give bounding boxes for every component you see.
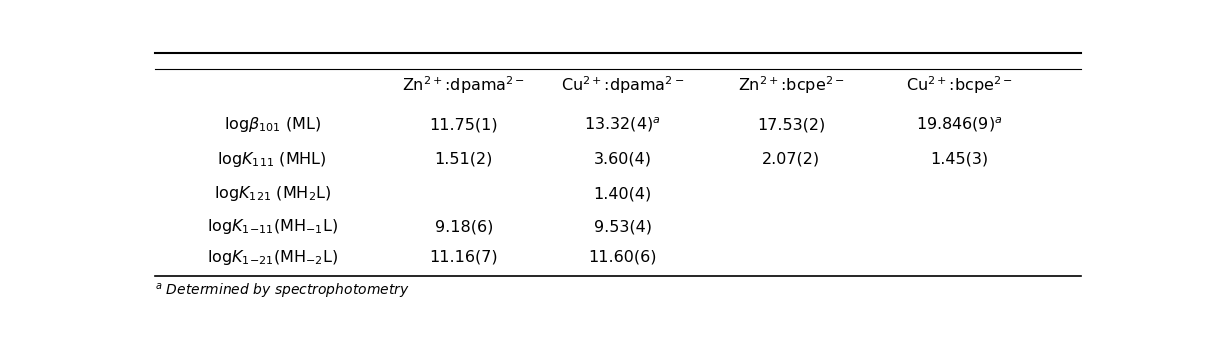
Text: Cu$^{2+}$:bcpe$^{2-}$: Cu$^{2+}$:bcpe$^{2-}$	[906, 74, 1013, 96]
Text: 17.53(2): 17.53(2)	[757, 117, 825, 132]
Text: 13.32(4)$^{a}$: 13.32(4)$^{a}$	[585, 116, 661, 134]
Text: 11.16(7): 11.16(7)	[429, 250, 498, 265]
Text: log$K_{1\mathregular{-}11}$(MH$_{-1}$L): log$K_{1\mathregular{-}11}$(MH$_{-1}$L)	[206, 217, 338, 236]
Text: 11.60(6): 11.60(6)	[589, 250, 657, 265]
Text: log$K_{121}$ (MH$_2$L): log$K_{121}$ (MH$_2$L)	[213, 184, 330, 203]
Text: log$K_{111}$ (MHL): log$K_{111}$ (MHL)	[217, 150, 327, 169]
Text: 19.846(9)$^{a}$: 19.846(9)$^{a}$	[917, 116, 1002, 134]
Text: log$\beta_{101}$ (ML): log$\beta_{101}$ (ML)	[223, 115, 321, 134]
Text: Cu$^{2+}$:dpama$^{2-}$: Cu$^{2+}$:dpama$^{2-}$	[561, 74, 684, 96]
Text: Zn$^{2+}$:bcpe$^{2-}$: Zn$^{2+}$:bcpe$^{2-}$	[738, 74, 844, 96]
Text: 1.45(3): 1.45(3)	[930, 152, 988, 166]
Text: 11.75(1): 11.75(1)	[429, 117, 498, 132]
Text: 9.18(6): 9.18(6)	[434, 219, 493, 234]
Text: 1.40(4): 1.40(4)	[593, 186, 652, 201]
Text: 1.51(2): 1.51(2)	[434, 152, 493, 166]
Text: $^{a}$ Determined by spectrophotometry: $^{a}$ Determined by spectrophotometry	[156, 282, 410, 301]
Text: log$K_{1\mathregular{-}21}$(MH$_{-2}$L): log$K_{1\mathregular{-}21}$(MH$_{-2}$L)	[206, 248, 338, 267]
Text: 9.53(4): 9.53(4)	[593, 219, 651, 234]
Text: 2.07(2): 2.07(2)	[762, 152, 820, 166]
Text: 3.60(4): 3.60(4)	[593, 152, 651, 166]
Text: Zn$^{2+}$:dpama$^{2-}$: Zn$^{2+}$:dpama$^{2-}$	[403, 74, 526, 96]
